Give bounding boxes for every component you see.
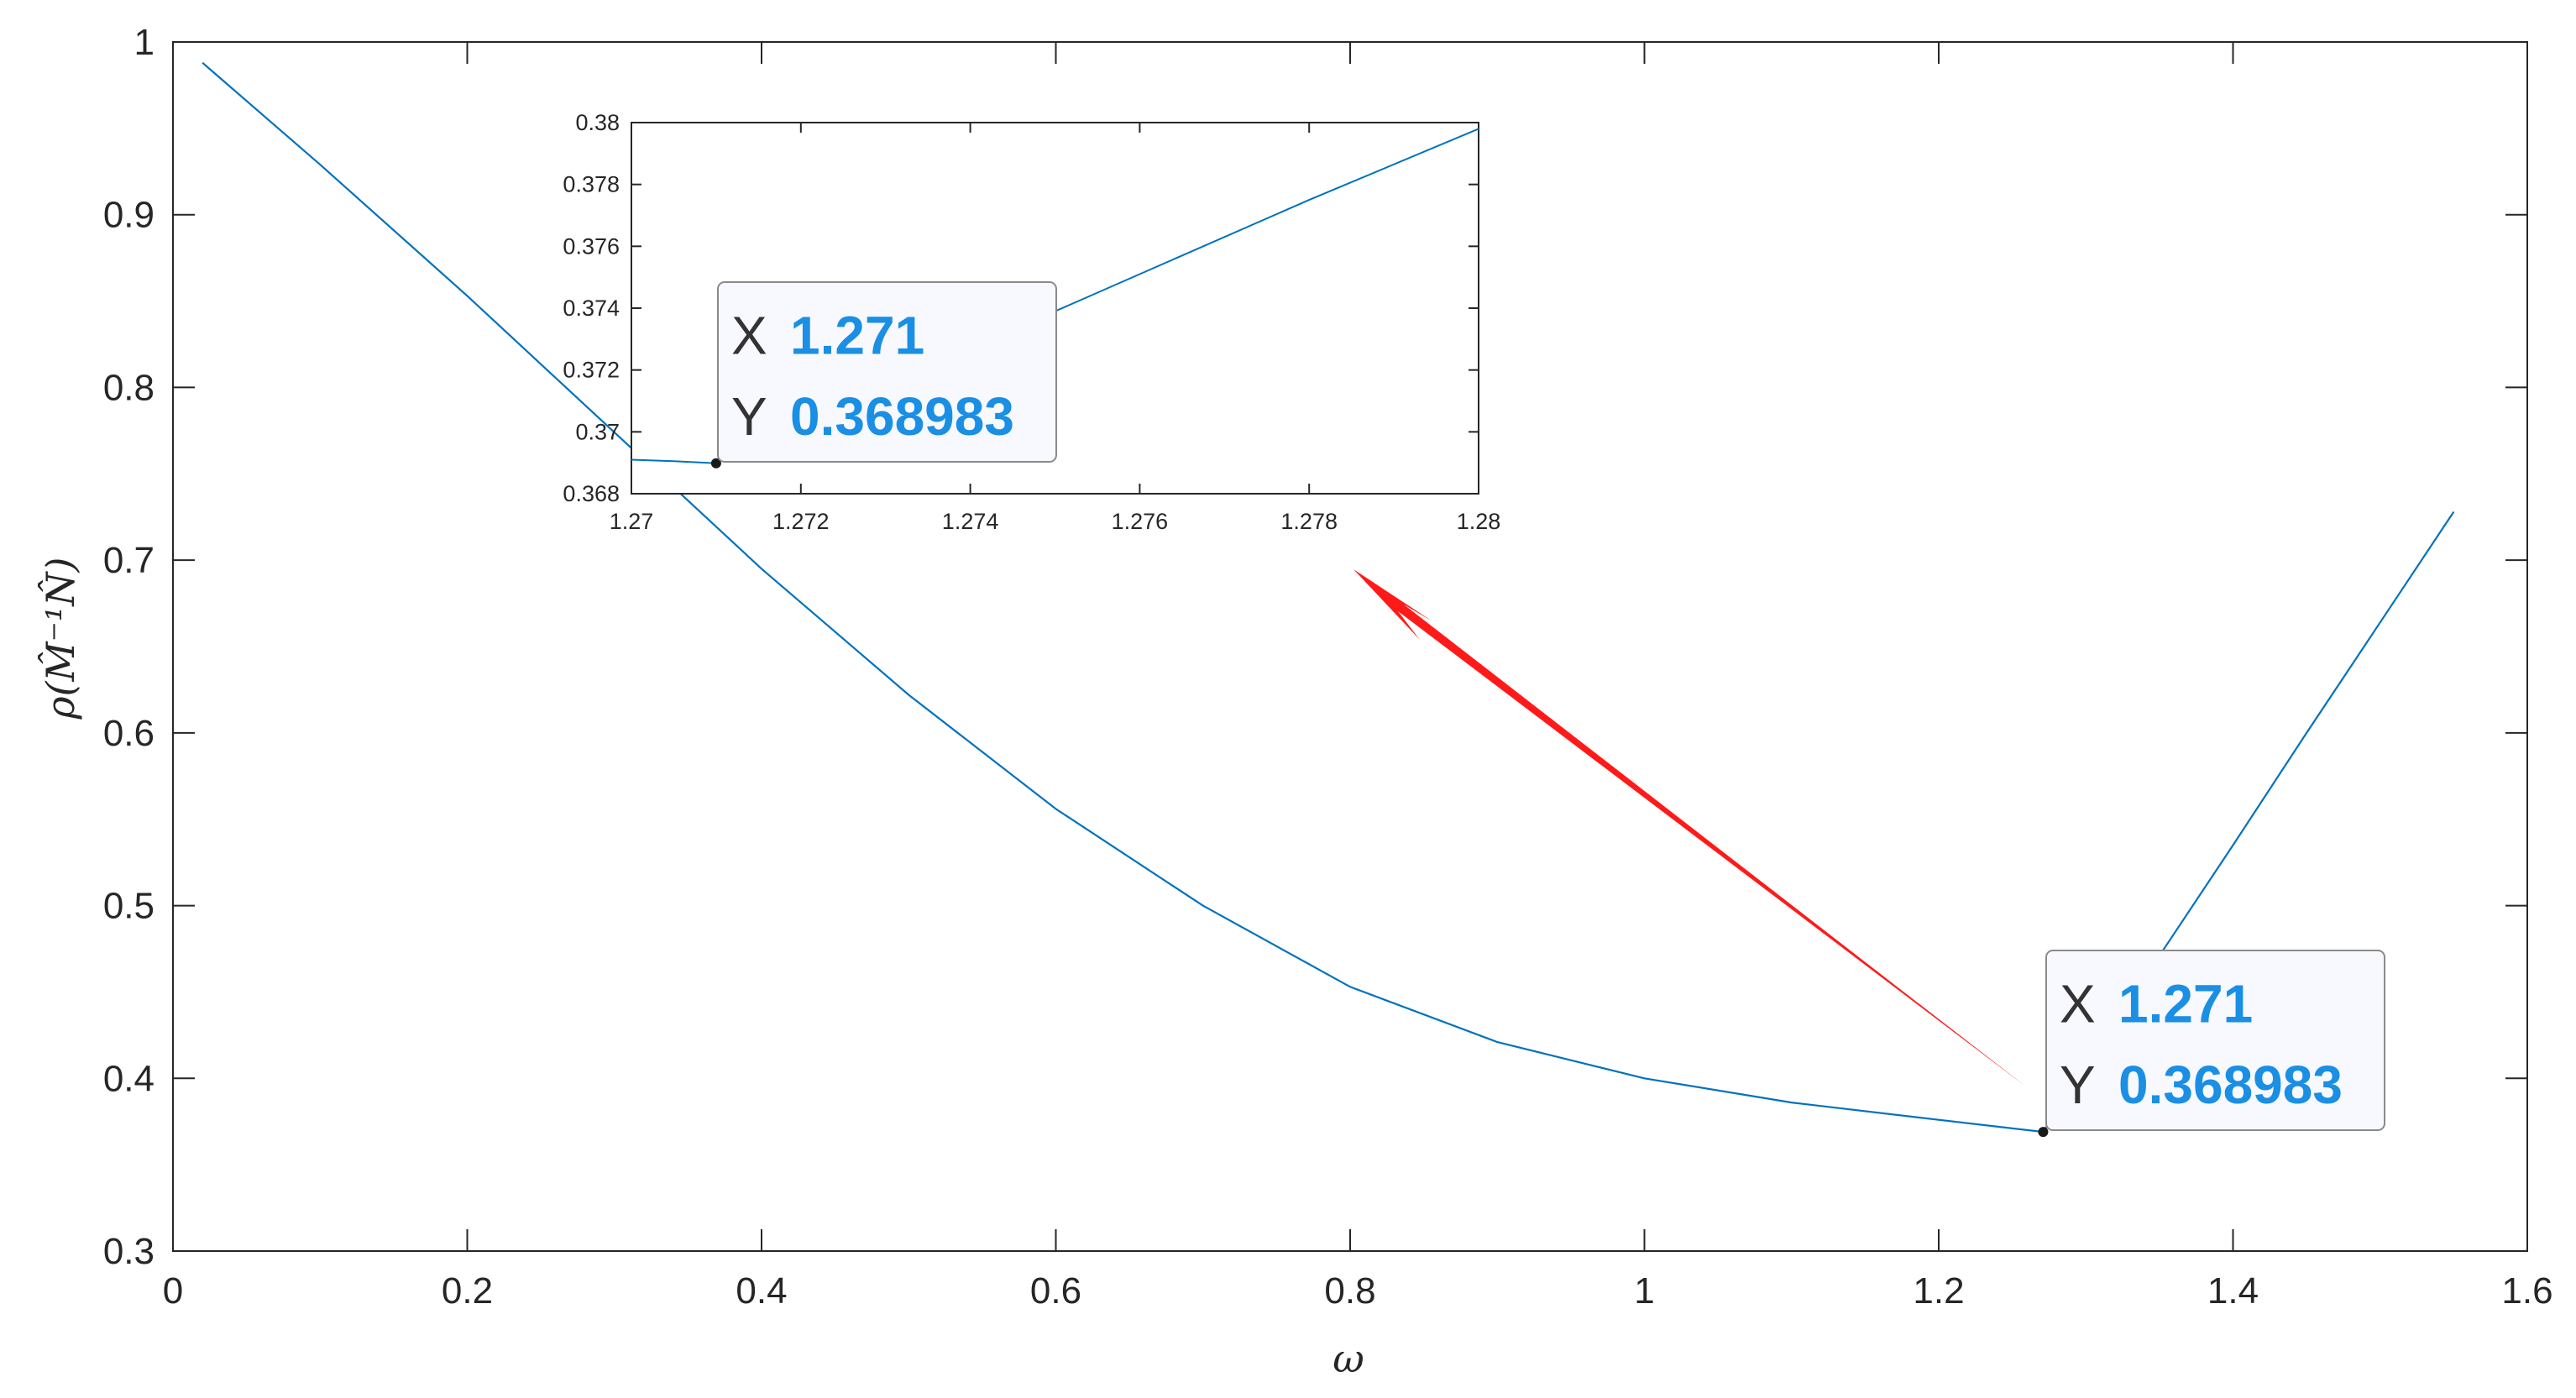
main-x-tick-label: 0.6 (1030, 1270, 1081, 1312)
main-x-tick-label: 0.2 (442, 1270, 493, 1312)
inset-y-tick-label: 0.372 (563, 358, 620, 383)
inset-x-tick-label: 1.274 (942, 509, 999, 534)
main-datatip-box[interactable] (2045, 950, 2385, 1131)
main-datatip[interactable]: X 1.271 Y 0.368983 (2038, 950, 2385, 1138)
y-axis-label: ρ(M̂⁻¹N̂) (38, 557, 83, 720)
main-x-tick-label: 0.8 (1324, 1270, 1375, 1312)
inset-y-tick-label: 0.38 (575, 110, 620, 135)
main-x-tick-label: 0 (163, 1270, 183, 1312)
x-axis-label: ω (1333, 1336, 1364, 1381)
inset-datatip-y-key: Y (731, 386, 767, 447)
inset-y-tick-label: 0.378 (563, 172, 620, 197)
zoom-arrow (1353, 569, 2027, 1087)
inset-x-tick-label: 1.27 (610, 509, 654, 534)
main-y-tick-label: 0.7 (103, 540, 154, 581)
main-datatip-x-key: X (2060, 974, 2096, 1034)
main-datatip-y-value: 0.368983 (2118, 1055, 2343, 1115)
inset-datatip-box[interactable] (717, 281, 1057, 463)
inset-datatip-marker[interactable] (710, 458, 721, 469)
inset-y-tick-label: 0.368 (563, 481, 620, 506)
main-x-tick-label: 1.6 (2501, 1270, 2552, 1312)
inset-x-tick-label: 1.272 (772, 509, 830, 534)
inset-y-tick-label: 0.374 (563, 296, 620, 321)
main-y-tick-label: 0.6 (103, 713, 154, 754)
inset-y-tick-label: 0.37 (575, 419, 620, 444)
main-datatip-x-value: 1.271 (2118, 974, 2253, 1034)
inset-x-tick-label: 1.28 (1457, 509, 1501, 534)
main-y-tick-label: 0.9 (103, 195, 154, 236)
inset-x-tick-label: 1.276 (1112, 509, 1169, 534)
main-y-tick-label: 0.5 (103, 886, 154, 927)
inset-y-tick-label: 0.376 (563, 233, 620, 259)
main-y-tick-label: 0.3 (103, 1231, 154, 1272)
zoom-arrow-shape (1353, 569, 2027, 1087)
main-x-tick-label: 1.2 (1913, 1270, 1964, 1312)
inset-x-tick-label: 1.278 (1280, 509, 1338, 534)
inset-plot: 1.27 1.272 1.274 1.276 1.278 1.28 0.368 0.37 0.3… (563, 110, 1500, 534)
inset-datatip-x-value: 1.271 (790, 306, 924, 366)
main-datatip-y-key: Y (2060, 1055, 2096, 1115)
main-x-tick-label: 1 (1634, 1270, 1654, 1312)
main-y-tick-label: 0.4 (103, 1058, 154, 1099)
main-y-tick-label: 0.8 (103, 367, 154, 408)
inset-datatip-x-key: X (731, 306, 767, 366)
main-x-tick-label: 1.4 (2207, 1270, 2259, 1312)
inset-datatip-y-value: 0.368983 (790, 386, 1014, 447)
main-x-tick-label: 0.4 (736, 1270, 787, 1312)
main-datatip-marker[interactable] (2038, 1127, 2049, 1138)
main-y-tick-label: 1 (134, 22, 154, 63)
